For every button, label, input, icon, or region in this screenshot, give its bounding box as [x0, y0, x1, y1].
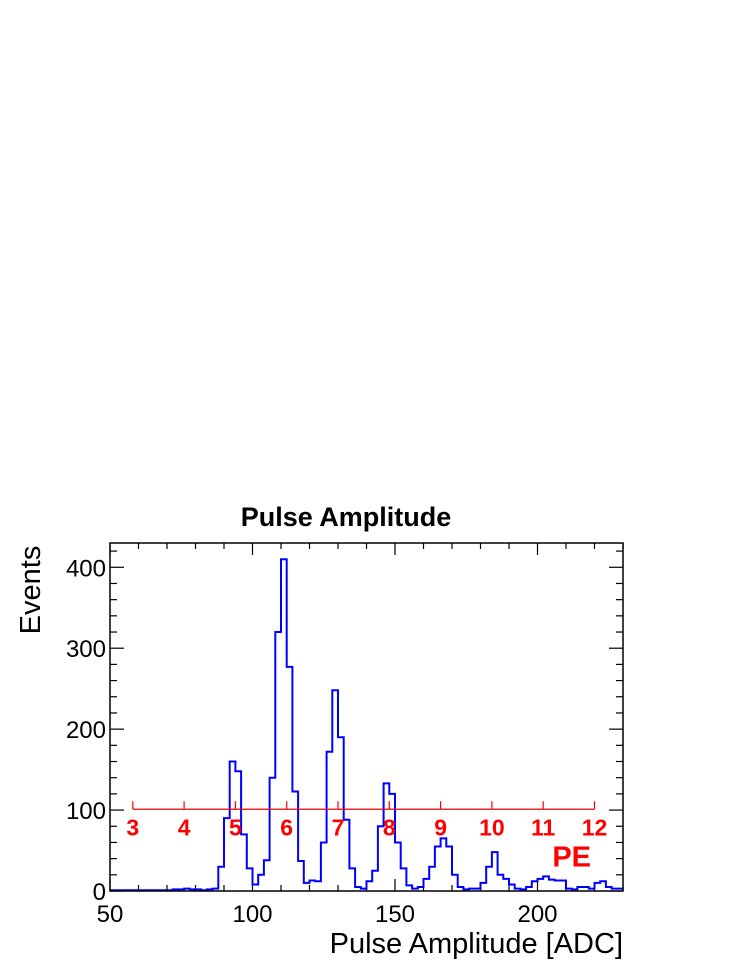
- y-tick-label: 0: [93, 879, 106, 906]
- pe-tick-label: 3: [126, 814, 139, 840]
- chart-title: Pulse Amplitude: [241, 502, 452, 532]
- x-tick-label: 200: [517, 901, 557, 928]
- y-axis-label: Events: [15, 546, 47, 635]
- pe-tick-label: 9: [434, 814, 447, 840]
- pe-tick-label: 6: [280, 814, 293, 840]
- pe-unit-label: PE: [552, 842, 591, 874]
- y-tick-label: 200: [66, 717, 106, 744]
- x-tick-label: 50: [97, 901, 124, 928]
- pe-tick-label: 10: [479, 814, 505, 840]
- histogram-line: [110, 558, 623, 892]
- y-tick-label: 300: [66, 636, 106, 663]
- plot-frame: [109, 542, 624, 892]
- pe-tick-label: 12: [582, 814, 608, 840]
- x-tick-label: 100: [232, 901, 272, 928]
- pe-tick-label: 4: [178, 814, 191, 840]
- pe-tick-label: 5: [229, 814, 242, 840]
- y-tick-label: 400: [66, 555, 106, 582]
- x-axis-label: Pulse Amplitude [ADC]: [330, 928, 623, 960]
- y-tick-label: 100: [66, 798, 106, 825]
- x-tick-label: 150: [375, 901, 415, 928]
- pe-tick-label: 8: [383, 814, 396, 840]
- pe-tick-label: 11: [531, 814, 556, 840]
- pe-tick-label: 7: [332, 814, 345, 840]
